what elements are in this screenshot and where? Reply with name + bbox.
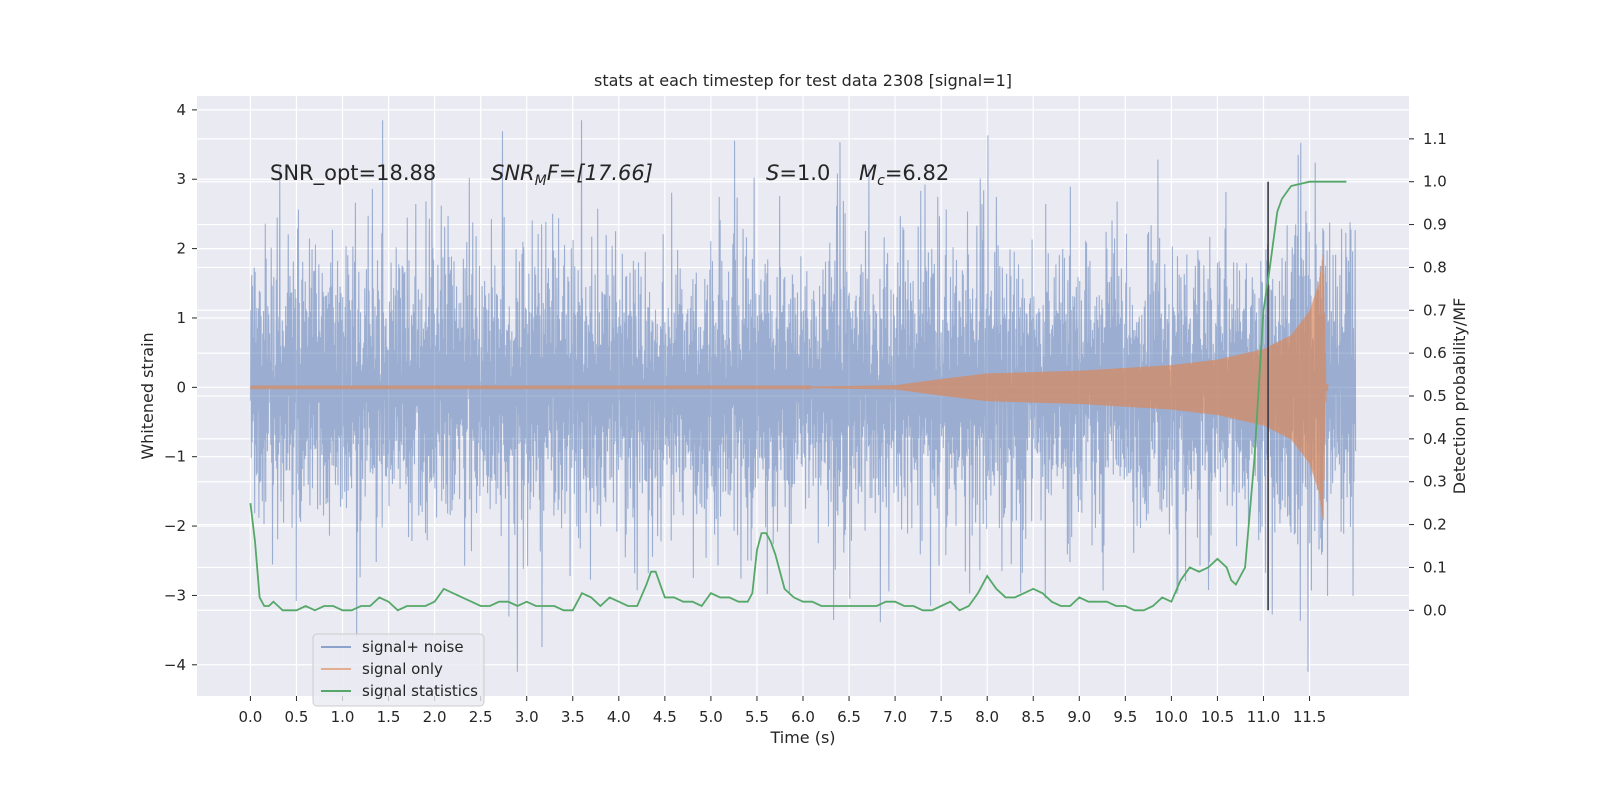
y-tick-label-left: 2 [176, 240, 186, 258]
mc-label: M [859, 161, 877, 185]
x-tick-label: 8.5 [1021, 708, 1045, 726]
mc-value: =6.82 [885, 161, 949, 185]
legend-label-signal-only: signal only [362, 660, 443, 678]
annotation-s: S=1.0 [766, 161, 830, 185]
x-tick-label: 11.0 [1247, 708, 1280, 726]
s-label: S [766, 161, 779, 185]
y-tick-label-left: 3 [176, 170, 186, 188]
legend-item: signal statistics [321, 682, 478, 700]
y-tick-label-right: 0.5 [1423, 387, 1447, 405]
x-tick-label: 0.5 [285, 708, 309, 726]
y-tick-label-left: −2 [164, 517, 186, 535]
legend-item: signal+ noise [321, 638, 464, 656]
x-axis-title: Time (s) [769, 728, 835, 747]
x-tick-label: 11.5 [1293, 708, 1326, 726]
legend-item: signal only [321, 660, 443, 678]
y-tick-label-right: 0.3 [1423, 473, 1447, 491]
x-tick-label: 7.5 [929, 708, 953, 726]
y-tick-label-right: 1.0 [1423, 173, 1447, 191]
annotations: SNR_opt=18.88 SNRMF=[17.66] S=1.0 Mc=6.8… [270, 161, 949, 189]
x-tick-label: 8.0 [975, 708, 999, 726]
series-signal-only-line [249, 254, 1329, 521]
x-tick-label: 9.0 [1067, 708, 1091, 726]
snr-mf-rest: F=[17.66] [547, 161, 653, 185]
y-tick-label-right: 0.6 [1423, 344, 1447, 362]
annotation-snr-opt: SNR_opt=18.88 [270, 161, 436, 186]
snr-mf-main: SNR [491, 161, 535, 185]
x-tick-label: 10.0 [1155, 708, 1188, 726]
x-tick-label: 9.5 [1113, 708, 1137, 726]
legend-label-signal-statistics: signal statistics [362, 682, 478, 700]
x-tick-label: 2.5 [469, 708, 493, 726]
legend: signal+ noise signal only signal statist… [312, 633, 485, 707]
x-tick-label: 5.5 [745, 708, 769, 726]
annotation-snr-mf: SNRMF=[17.66] [491, 161, 653, 189]
x-tick-label: 3.0 [515, 708, 539, 726]
y-tick-label-left: 4 [176, 101, 186, 119]
x-tick-label: 1.0 [331, 708, 355, 726]
y-tick-label-right: 0.1 [1423, 558, 1447, 576]
series-signal-statistics-line [249, 180, 1347, 612]
x-tick-label: 2.0 [423, 708, 447, 726]
legend-label-signal-noise: signal+ noise [362, 638, 464, 656]
y-tick-label-left: −1 [164, 448, 186, 466]
x-tick-label: 7.0 [883, 708, 907, 726]
x-tick-label: 1.5 [377, 708, 401, 726]
y-tick-label-right: 0.7 [1423, 301, 1447, 319]
y-tick-label-left: −4 [164, 656, 186, 674]
y-tick-label-right: 0.2 [1423, 516, 1447, 534]
legend-box [312, 633, 485, 707]
y-tick-label-right: 1.1 [1423, 130, 1447, 148]
y-tick-label-left: 1 [176, 309, 186, 327]
snr-mf-sub: M [535, 173, 547, 189]
x-tick-label: 10.5 [1201, 708, 1234, 726]
y-tick-label-left: −3 [164, 586, 186, 604]
y-tick-label-right: 0.8 [1423, 258, 1447, 276]
x-tick-label: 3.5 [561, 708, 585, 726]
mc-sub: c [877, 173, 885, 189]
y-tick-label-right: 0.0 [1423, 601, 1447, 619]
x-tick-label: 5.0 [699, 708, 723, 726]
x-tick-label: 6.5 [837, 708, 861, 726]
x-tick-label: 4.5 [653, 708, 677, 726]
x-tick-label: 4.0 [607, 708, 631, 726]
y-axis-title-right: Detection probability/MF [1450, 298, 1469, 495]
x-tick-label: 6.0 [791, 708, 815, 726]
y-tick-label-left: 0 [176, 378, 186, 396]
x-tick-label: 0.0 [238, 708, 262, 726]
s-value: =1.0 [779, 161, 830, 185]
chart-title: stats at each timestep for test data 230… [594, 71, 1012, 90]
data-layer [249, 120, 1357, 672]
y-tick-label-right: 0.4 [1423, 430, 1447, 448]
y-axis-title-left: Whitened strain [138, 332, 157, 459]
annotation-mc: Mc=6.82 [859, 161, 949, 189]
y-tick-label-right: 0.9 [1423, 216, 1447, 234]
ticks: 0.0 0.5 1.0 1.5 2.0 2.5 3.0 3.5 4.0 4.5 5.0 5.5 6.0 6… [164, 101, 1447, 726]
